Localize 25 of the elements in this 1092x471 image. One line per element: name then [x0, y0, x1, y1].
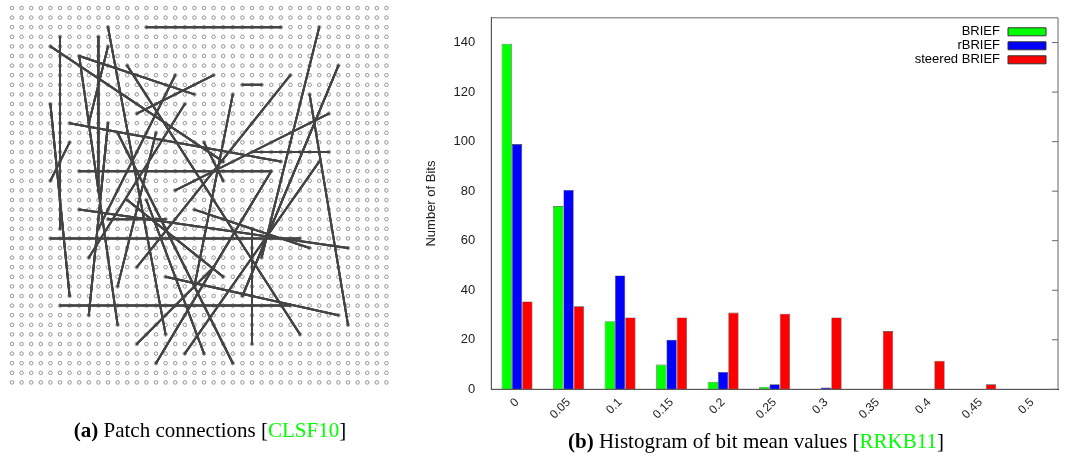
y-tick-label: 60 [460, 232, 476, 248]
y-tick-label: 20 [460, 331, 476, 347]
legend-label: steered BRIEF [914, 51, 1001, 67]
y-tick-label: 40 [460, 281, 476, 297]
legend-label: rBRIEF [957, 37, 1001, 53]
x-tick-label: 0.3 [808, 394, 831, 417]
x-tick-label: 0.25 [752, 394, 780, 422]
x-tick-label: 0.1 [602, 394, 625, 417]
x-tick-label: 0.05 [546, 394, 574, 422]
x-tick-label: 0.45 [958, 394, 986, 422]
x-tick-label: 0.5 [1015, 394, 1037, 417]
x-tick-label: 0.2 [705, 394, 728, 417]
y-tick-label: 0 [468, 380, 476, 396]
legend-label: BRIEF [961, 23, 1001, 39]
y-tick-label: 120 [453, 83, 476, 99]
y-axis-title: Number of Bits [423, 160, 439, 247]
x-tick-label: 0 [506, 394, 522, 410]
x-tick-label: 0.15 [649, 394, 677, 422]
y-tick-label: 80 [460, 182, 476, 198]
x-tick-label: 0.35 [855, 394, 883, 422]
text: (b) Histogram of bit mean values [RRKB11] [566, 429, 945, 454]
x-tick-label: 0.4 [911, 394, 934, 417]
text: (a) Patch connections [CLSF10] [72, 418, 348, 443]
y-tick-label: 140 [453, 34, 476, 50]
y-tick-label: 100 [453, 133, 476, 149]
